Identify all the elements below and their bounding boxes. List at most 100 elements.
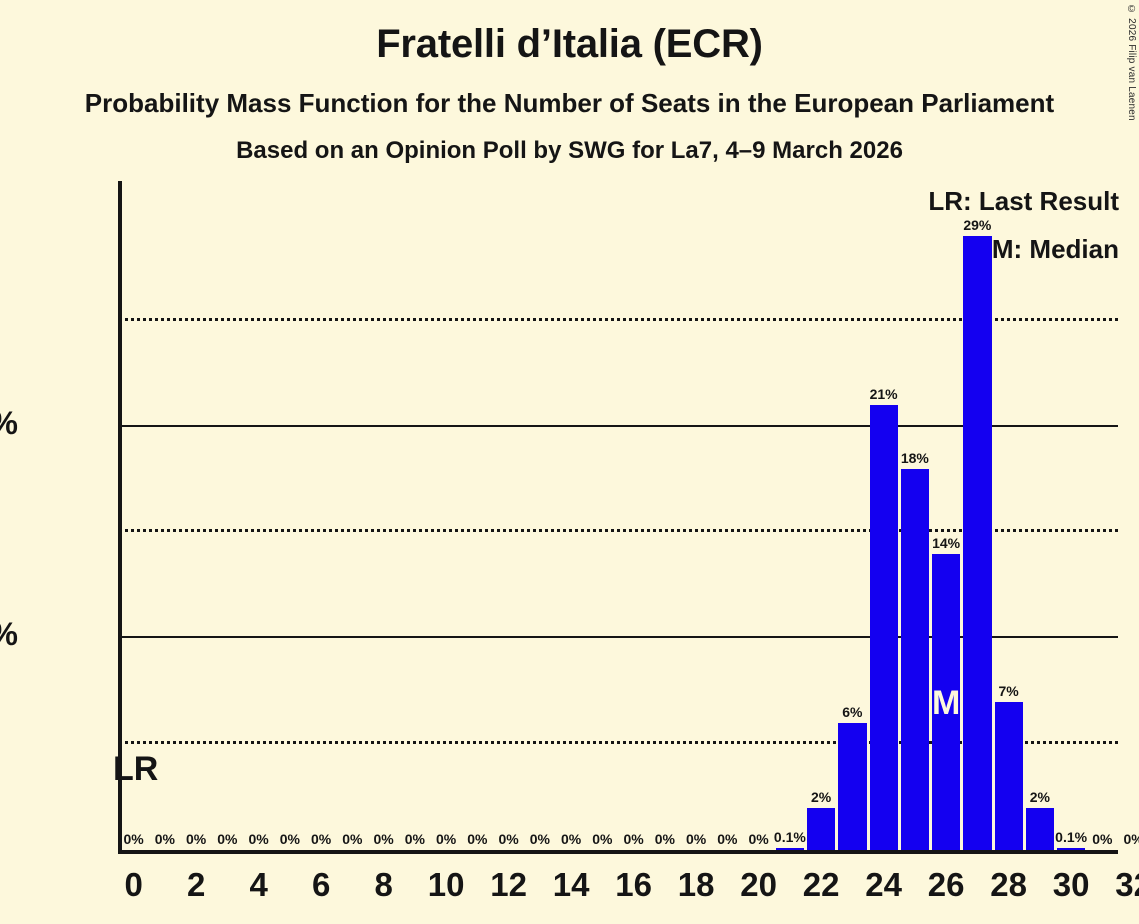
bar-value-label-seat-22: 2% [811, 788, 832, 805]
bar-slot-seat-29[interactable]: 2% [1025, 181, 1054, 850]
bar-value-label-seat-3: 0% [217, 831, 238, 847]
bar-slot-seat-28[interactable]: 7% [994, 181, 1023, 850]
bar-slot-seat-8[interactable]: 0% [370, 181, 398, 850]
bar-value-label-seat-26: 14% [932, 534, 961, 551]
bar-slot-seat-32[interactable]: 0% [1120, 181, 1139, 850]
chart-source-line: Based on an Opinion Poll by SWG for La7,… [236, 137, 903, 164]
x-axis-label-28: 28 [990, 866, 1027, 903]
x-axis-line [118, 850, 1118, 854]
bar-slot-seat-31[interactable]: 0% [1088, 181, 1116, 850]
bar-slot-seat-24[interactable]: 21% [869, 181, 898, 850]
bar-value-label-seat-32: 0% [1123, 831, 1139, 847]
bar-value-label-seat-13: 0% [529, 831, 550, 847]
y-axis-line [118, 181, 122, 854]
bar-slot-seat-12[interactable]: 0% [495, 181, 523, 850]
bar-slot-seat-26[interactable]: 14% M [932, 181, 960, 850]
x-axis-label-10: 10 [427, 866, 465, 903]
x-axis-label-6: 6 [311, 866, 331, 903]
bar-slot-seat-27[interactable]: 29% [963, 181, 992, 850]
bar-seat-30[interactable] [1057, 847, 1086, 850]
bar-seat-26[interactable] [932, 553, 961, 850]
x-axis-label-8: 8 [374, 866, 393, 903]
bar-seat-21[interactable] [775, 847, 804, 850]
bar-slot-seat-14[interactable]: 0% [557, 181, 585, 850]
gridline-10pct [118, 636, 1118, 639]
bar-value-label-seat-18: 0% [686, 831, 707, 847]
bar-value-label-seat-16: 0% [623, 831, 644, 847]
gridline-25pct [118, 317, 1118, 321]
median-marker: M [931, 684, 961, 722]
bar-slot-seat-30[interactable]: 0.1% [1055, 181, 1087, 850]
bar-value-label-seat-25: 18% [900, 449, 929, 466]
bar-value-label-seat-10: 0% [436, 831, 457, 847]
bar-slot-seat-18[interactable]: 0% [682, 181, 710, 850]
bar-seat-28[interactable] [994, 701, 1023, 850]
bar-value-label-seat-2: 0% [186, 831, 207, 847]
bar-value-label-seat-21: 0.1% [773, 828, 806, 845]
x-axis-label-18: 18 [677, 866, 715, 903]
plot-area: 0% 0% 0% 0% 0% 0% 0% 0% 0% 0% 0% 0% 0% 0% 0% 0% 0% 0% 0% 0%… [118, 181, 1139, 850]
bar-value-label-seat-15: 0% [592, 831, 613, 847]
bar-slot-seat-4[interactable]: 0% [245, 181, 273, 850]
x-axis-label-24: 24 [865, 866, 902, 903]
bar-seat-22[interactable] [807, 807, 836, 850]
bar-slot-seat-5[interactable]: 0% [276, 181, 304, 850]
bar-slot-seat-7[interactable]: 0% [338, 181, 366, 850]
bar-value-label-seat-24: 21% [869, 386, 898, 403]
gridline-5pct [118, 741, 1118, 745]
x-axis-label-30: 30 [1052, 866, 1090, 903]
last-result-marker: LR [113, 750, 159, 788]
x-axis-label-14: 14 [552, 866, 590, 903]
bar-seat-24[interactable] [869, 405, 898, 850]
x-axis-label-32: 32 [1115, 866, 1139, 903]
bar-slot-seat-20[interactable]: 0% [745, 181, 773, 850]
bar-value-label-seat-12: 0% [498, 831, 519, 847]
bar-slot-seat-13[interactable]: 0% [526, 181, 554, 850]
legend-last-result: LR: Last Result [928, 186, 1119, 216]
y-axis-label-20pct: 20% [0, 405, 18, 442]
bar-slot-seat-2[interactable]: 0% [182, 181, 210, 850]
bar-slot-seat-17[interactable]: 0% [651, 181, 679, 850]
bar-slot-seat-22[interactable]: 2% [807, 181, 836, 850]
bar-slot-seat-0[interactable]: 0% [120, 181, 148, 850]
gridline-15pct [118, 529, 1118, 533]
bar-value-label-seat-27: 29% [963, 217, 992, 234]
bar-value-label-seat-14: 0% [561, 831, 582, 847]
bar-slot-seat-16[interactable]: 0% [620, 181, 648, 850]
bar-slot-seat-1[interactable]: 0% [151, 181, 179, 850]
bar-slot-seat-19[interactable]: 0% [713, 181, 741, 850]
copyright-notice: © 2026 Filip van Laenen [1126, 4, 1137, 121]
bar-slot-seat-15[interactable]: 0% [588, 181, 616, 850]
x-axis-label-12: 12 [490, 866, 527, 903]
bar-slot-seat-11[interactable]: 0% [463, 181, 491, 850]
bar-value-label-seat-28: 7% [998, 682, 1019, 699]
x-axis-label-20: 20 [740, 866, 777, 903]
bar-seat-23[interactable] [838, 722, 867, 850]
bar-value-label-seat-7: 0% [342, 831, 363, 847]
bar-value-label-seat-11: 0% [467, 831, 488, 847]
bar-value-label-seat-29: 2% [1029, 788, 1050, 805]
page-title: Fratelli d’Italia (ECR) [376, 22, 763, 66]
bar-value-label-seat-1: 0% [154, 831, 175, 847]
x-axis-label-4: 4 [249, 866, 268, 903]
bar-slot-seat-23[interactable]: 6% [838, 181, 867, 850]
bar-slot-seat-9[interactable]: 0% [401, 181, 429, 850]
bar-slot-seat-25[interactable]: 18% [900, 181, 929, 850]
x-axis-label-22: 22 [802, 866, 840, 903]
bar-slot-seat-21[interactable]: 0.1% [773, 181, 806, 850]
bar-seat-27[interactable] [963, 236, 992, 850]
bar-value-label-seat-19: 0% [717, 831, 738, 847]
bar-value-label-seat-6: 0% [311, 831, 332, 847]
chart-subtitle: Probability Mass Function for the Number… [84, 88, 1055, 118]
bar-slot-seat-3[interactable]: 0% [213, 181, 241, 850]
bar-value-label-seat-9: 0% [404, 831, 425, 847]
bar-value-label-seat-4: 0% [248, 831, 269, 847]
bar-slot-seat-10[interactable]: 0% [432, 181, 460, 850]
bar-value-label-seat-20: 0% [748, 831, 769, 847]
bar-slot-seat-6[interactable]: 0% [307, 181, 335, 850]
bar-value-label-seat-0: 0% [123, 831, 144, 847]
bar-seat-29[interactable] [1025, 807, 1054, 850]
bar-seat-25[interactable] [900, 468, 929, 850]
gridline-20pct [118, 424, 1118, 427]
